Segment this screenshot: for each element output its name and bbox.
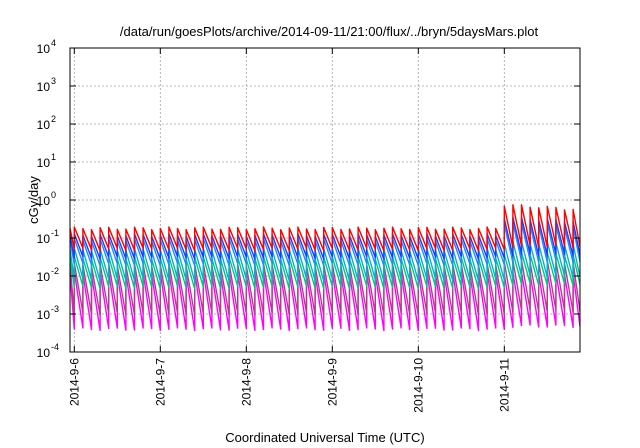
x-tick-label: 2014-9-7: [153, 358, 167, 406]
y-tick-label: 10: [37, 80, 51, 94]
x-tick-label: 2014-9-11: [497, 358, 511, 412]
y-tick-exponent: -3: [51, 304, 59, 314]
y-tick-label: 10: [37, 232, 51, 246]
x-tick-label: 2014-9-9: [325, 358, 339, 406]
y-tick-exponent: 2: [51, 114, 56, 124]
x-tick-label: 2014-9-8: [239, 358, 253, 406]
series-layer: [69, 204, 581, 332]
y-tick-label: 10: [37, 346, 51, 360]
y-tick-label: 10: [37, 270, 51, 284]
x-axis-label: Coordinated Universal Time (UTC): [225, 430, 424, 445]
y-tick-label: 10: [37, 194, 51, 208]
y-tick-exponent: -2: [51, 266, 59, 276]
y-tick-label: 10: [37, 308, 51, 322]
chart-title: /data/run/goesPlots/archive/2014-09-11/2…: [120, 24, 539, 39]
y-tick-exponent: -1: [51, 228, 59, 238]
y-tick-exponent: 3: [51, 76, 56, 86]
x-tick-label: 2014-9-6: [67, 358, 81, 406]
x-tick-label: 2014-9-10: [411, 358, 425, 413]
y-tick-label: 10: [37, 156, 51, 170]
x-axis: 2014-9-6 2014-9-7 2014-9-8 2014-9-9 2014-9-1…: [67, 48, 511, 413]
series-line: [69, 204, 581, 252]
y-tick-exponent: 1: [51, 152, 56, 162]
y-tick-exponent: 4: [51, 38, 56, 48]
y-tick-exponent: -4: [51, 342, 59, 352]
y-tick-label: 10: [37, 118, 51, 132]
y-axis-label: cGy/day: [26, 176, 41, 224]
y-tick-exponent: 0: [51, 190, 56, 200]
y-tick-label: 10: [37, 42, 51, 56]
